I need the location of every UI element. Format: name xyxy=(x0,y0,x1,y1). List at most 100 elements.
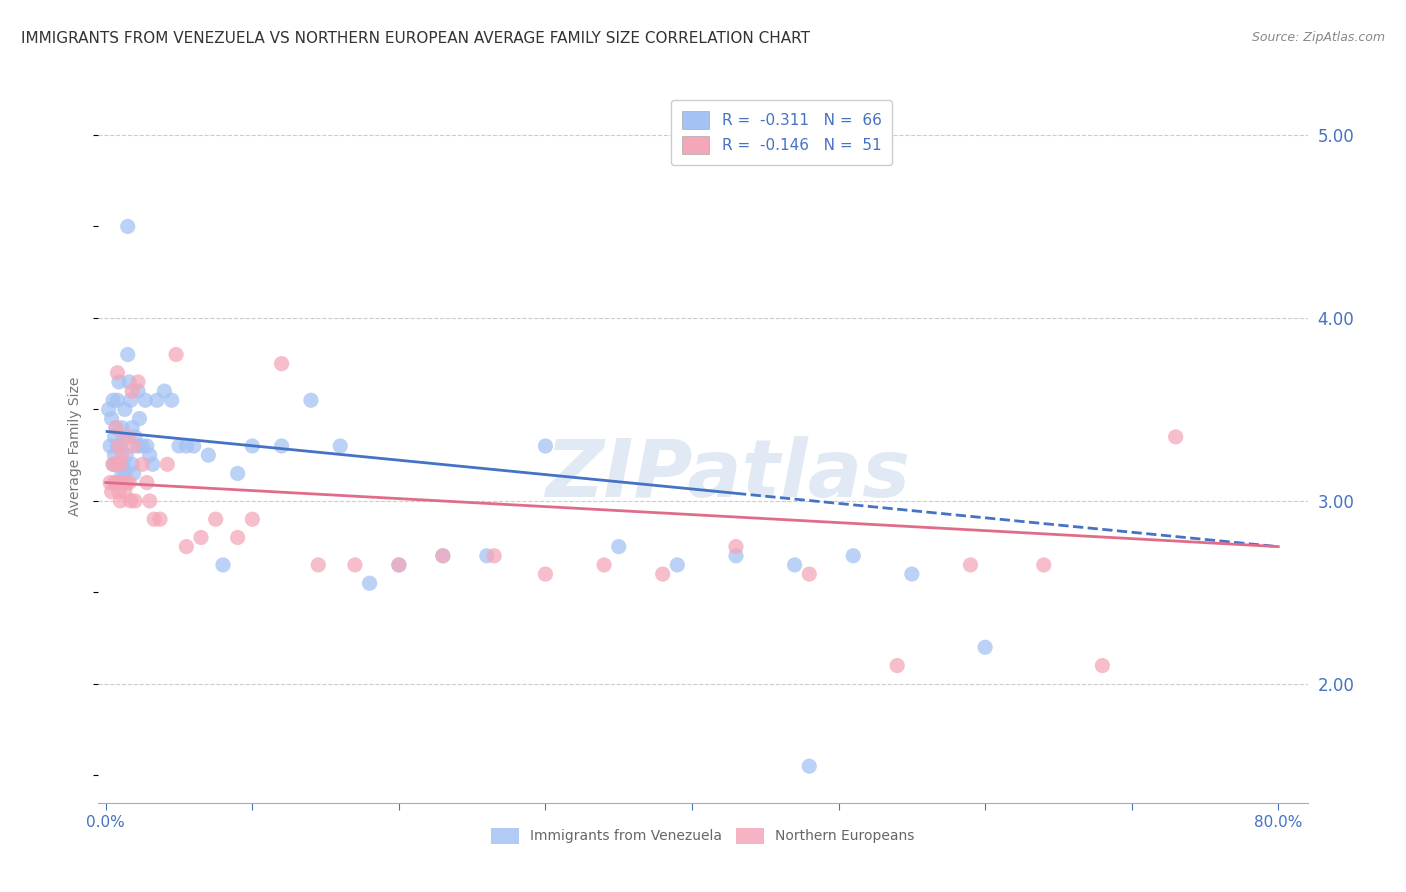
Point xyxy=(607,540,630,554)
Point xyxy=(149,512,172,526)
Point xyxy=(359,576,381,591)
Point xyxy=(226,467,249,481)
Point xyxy=(165,347,187,361)
Point xyxy=(110,439,132,453)
Point xyxy=(138,494,160,508)
Point xyxy=(108,484,131,499)
Point xyxy=(127,439,149,453)
Point xyxy=(1164,430,1187,444)
Point xyxy=(135,439,157,453)
Point xyxy=(105,458,128,472)
Point xyxy=(121,384,143,398)
Point xyxy=(108,458,131,472)
Point xyxy=(343,558,366,572)
Point xyxy=(160,393,183,408)
Point xyxy=(724,540,747,554)
Text: ZIPatlas: ZIPatlas xyxy=(544,435,910,514)
Point xyxy=(534,567,557,582)
Point xyxy=(146,393,169,408)
Point xyxy=(111,448,134,462)
Point xyxy=(212,558,235,572)
Point xyxy=(959,558,981,572)
Point xyxy=(110,475,132,490)
Point xyxy=(110,494,132,508)
Point xyxy=(111,467,134,481)
Point xyxy=(666,558,689,572)
Point xyxy=(105,458,128,472)
Point xyxy=(388,558,411,572)
Point xyxy=(226,531,249,545)
Point xyxy=(1091,658,1114,673)
Point xyxy=(110,458,132,472)
Point xyxy=(111,420,134,434)
Point xyxy=(329,439,352,453)
Point xyxy=(1032,558,1054,572)
Point xyxy=(127,384,149,398)
Point xyxy=(131,439,153,453)
Point xyxy=(110,458,132,472)
Point xyxy=(115,475,138,490)
Point xyxy=(100,484,122,499)
Point xyxy=(121,420,143,434)
Point xyxy=(842,549,865,563)
Point xyxy=(101,458,124,472)
Point xyxy=(134,393,156,408)
Point xyxy=(122,467,145,481)
Point xyxy=(121,458,143,472)
Point xyxy=(153,384,176,398)
Point xyxy=(190,531,212,545)
Point xyxy=(432,549,454,563)
Point xyxy=(120,393,142,408)
Point xyxy=(482,549,505,563)
Point xyxy=(534,439,557,453)
Legend: Immigrants from Venezuela, Northern Europeans: Immigrants from Venezuela, Northern Euro… xyxy=(486,822,920,849)
Point xyxy=(270,357,292,371)
Point xyxy=(197,448,219,462)
Point xyxy=(135,475,157,490)
Point xyxy=(107,393,129,408)
Point xyxy=(138,448,160,462)
Point xyxy=(103,448,125,462)
Point xyxy=(122,439,145,453)
Point xyxy=(103,475,125,490)
Point xyxy=(98,439,121,453)
Point xyxy=(115,448,138,462)
Point xyxy=(901,567,924,582)
Point xyxy=(299,393,322,408)
Point xyxy=(120,494,142,508)
Point xyxy=(270,439,292,453)
Y-axis label: Average Family Size: Average Family Size xyxy=(69,376,83,516)
Point xyxy=(724,549,747,563)
Point xyxy=(112,475,135,490)
Point xyxy=(117,347,139,361)
Point xyxy=(112,430,135,444)
Point xyxy=(388,558,411,572)
Point xyxy=(783,558,806,572)
Point xyxy=(107,439,129,453)
Point xyxy=(118,375,141,389)
Point xyxy=(886,658,908,673)
Point xyxy=(240,439,263,453)
Point xyxy=(799,759,821,773)
Point xyxy=(114,402,136,417)
Point xyxy=(105,420,128,434)
Point xyxy=(974,640,997,655)
Point xyxy=(124,494,146,508)
Point xyxy=(101,393,124,408)
Point xyxy=(204,512,226,526)
Point xyxy=(156,458,179,472)
Point xyxy=(167,439,190,453)
Point xyxy=(100,411,122,425)
Point xyxy=(97,402,120,417)
Point xyxy=(108,439,131,453)
Point xyxy=(98,475,121,490)
Point xyxy=(651,567,673,582)
Point xyxy=(112,458,135,472)
Text: Source: ZipAtlas.com: Source: ZipAtlas.com xyxy=(1251,31,1385,45)
Point xyxy=(176,540,198,554)
Point xyxy=(114,484,136,499)
Point xyxy=(118,475,141,490)
Point xyxy=(799,567,821,582)
Point xyxy=(105,420,128,434)
Point xyxy=(176,439,198,453)
